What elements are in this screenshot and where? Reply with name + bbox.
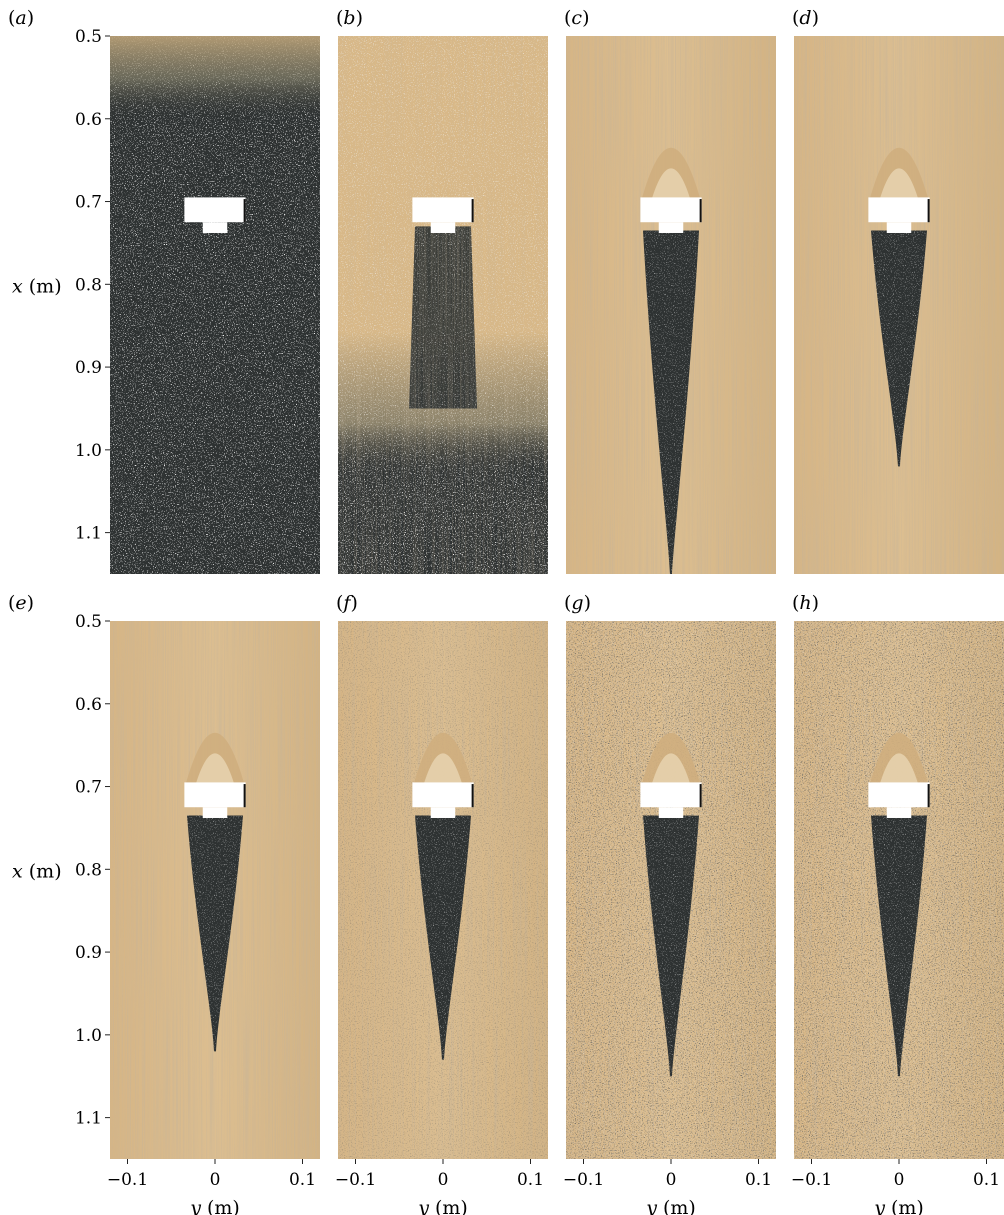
x-tick-label: 0 bbox=[894, 1170, 905, 1190]
x-tick-label: −0.1 bbox=[107, 1170, 148, 1190]
y-tick-label: 0.5 bbox=[75, 27, 102, 47]
x-tick-label: −0.1 bbox=[791, 1170, 832, 1190]
y-tick-label: 1.0 bbox=[75, 1026, 102, 1046]
panel-h bbox=[794, 621, 1004, 1159]
y-axis-label: x (m) bbox=[12, 860, 62, 882]
x-tick-label: −0.1 bbox=[335, 1170, 376, 1190]
y-tick-label: 0.6 bbox=[75, 695, 102, 715]
y-tick-label: 0.8 bbox=[75, 860, 102, 880]
x-tick-label: 0 bbox=[666, 1170, 677, 1190]
y-tick-label: 0.5 bbox=[75, 612, 102, 632]
panel-c bbox=[566, 36, 776, 574]
panel-label: (b) bbox=[336, 7, 363, 29]
y-tick-label: 0.8 bbox=[75, 275, 102, 295]
y-tick-label: 0.9 bbox=[75, 943, 102, 963]
x-axis-label: y (m) bbox=[873, 1197, 924, 1215]
x-tick-label: −0.1 bbox=[563, 1170, 604, 1190]
panel-label: (h) bbox=[792, 592, 819, 614]
x-tick-label: 0 bbox=[438, 1170, 449, 1190]
x-tick-label: 0 bbox=[210, 1170, 221, 1190]
x-axis-label: y (m) bbox=[645, 1197, 696, 1215]
panel-g bbox=[566, 621, 776, 1159]
panel-label: (d) bbox=[792, 7, 819, 29]
y-axis-label: x (m) bbox=[12, 275, 62, 297]
panel-a bbox=[110, 36, 320, 574]
panel-d bbox=[794, 36, 1004, 574]
panel-label: (c) bbox=[564, 7, 590, 29]
x-axis-label: y (m) bbox=[189, 1197, 240, 1215]
y-tick-label: 0.9 bbox=[75, 358, 102, 378]
x-tick-label: 0.1 bbox=[517, 1170, 544, 1190]
panel-label: (a) bbox=[8, 7, 34, 29]
x-tick-label: 0.1 bbox=[745, 1170, 772, 1190]
panel-f bbox=[338, 621, 548, 1159]
y-tick-label: 1.0 bbox=[75, 441, 102, 461]
y-tick-label: 1.1 bbox=[75, 524, 102, 544]
y-tick-label: 0.7 bbox=[75, 778, 102, 798]
y-tick-label: 0.7 bbox=[75, 193, 102, 213]
panel-label: (f) bbox=[336, 592, 358, 614]
panel-label: (g) bbox=[564, 592, 591, 614]
y-tick-label: 0.6 bbox=[75, 110, 102, 130]
x-tick-label: 0.1 bbox=[289, 1170, 316, 1190]
x-axis-label: y (m) bbox=[417, 1197, 468, 1215]
panel-b bbox=[338, 36, 548, 574]
x-tick-label: 0.1 bbox=[973, 1170, 1000, 1190]
y-tick-label: 1.1 bbox=[75, 1109, 102, 1129]
panel-label: (e) bbox=[8, 592, 34, 614]
panel-e bbox=[110, 621, 320, 1159]
